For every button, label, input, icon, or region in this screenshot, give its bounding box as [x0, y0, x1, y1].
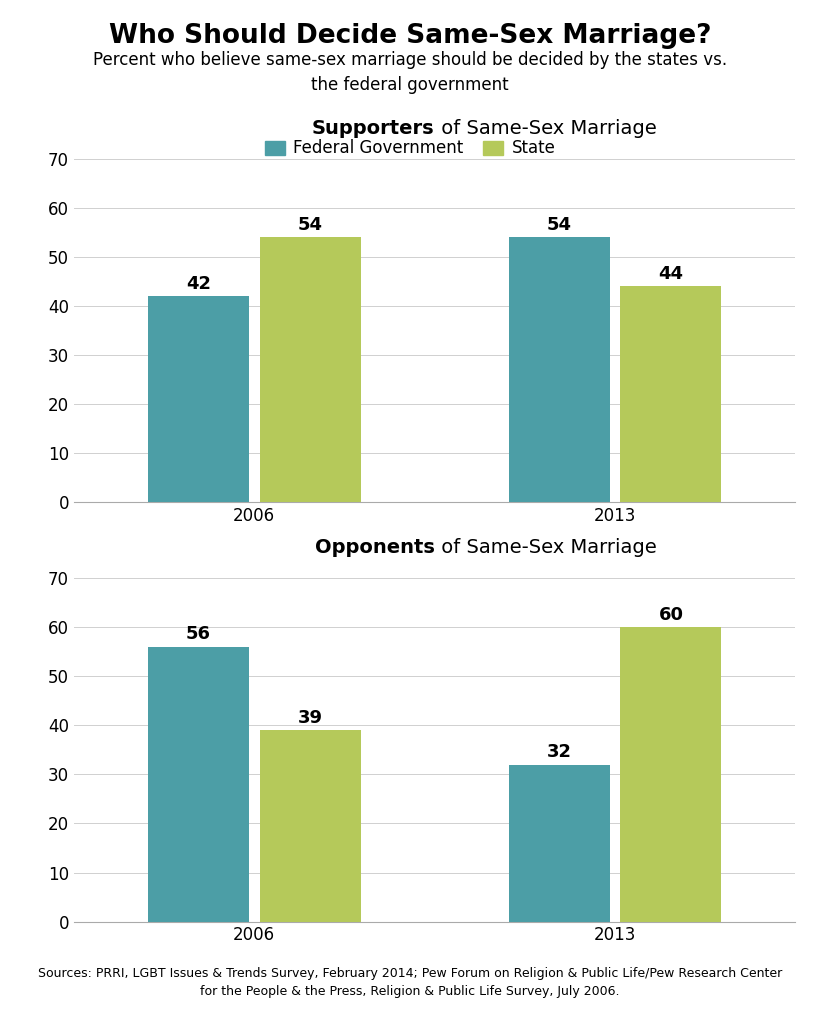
Bar: [508, 238, 609, 503]
Bar: [508, 765, 609, 922]
Text: 44: 44: [658, 265, 682, 283]
Text: 32: 32: [546, 743, 571, 761]
Text: 42: 42: [186, 274, 210, 293]
Text: 60: 60: [658, 605, 682, 624]
Text: Sources: PRRI, LGBT Issues & Trends Survey, February 2014; Pew Forum on Religion: Sources: PRRI, LGBT Issues & Trends Surv…: [38, 968, 781, 998]
Text: 54: 54: [546, 216, 571, 233]
Legend: Federal Government, State: Federal Government, State: [265, 139, 554, 158]
Text: Supporters: Supporters: [311, 119, 434, 138]
Text: Percent who believe same-sex marriage should be decided by the states vs.
the fe: Percent who believe same-sex marriage sh…: [93, 51, 726, 94]
Text: Who Should Decide Same-Sex Marriage?: Who Should Decide Same-Sex Marriage?: [109, 23, 710, 48]
Text: 39: 39: [297, 709, 322, 727]
Text: of Same-Sex Marriage: of Same-Sex Marriage: [434, 539, 655, 557]
Bar: [260, 238, 360, 503]
Bar: [620, 627, 721, 922]
Text: 54: 54: [297, 216, 322, 233]
Bar: [620, 287, 721, 503]
Bar: [147, 647, 248, 922]
Bar: [147, 296, 248, 503]
Text: of Same-Sex Marriage: of Same-Sex Marriage: [434, 119, 655, 138]
Text: 56: 56: [186, 626, 210, 643]
Text: Opponents: Opponents: [314, 539, 434, 557]
Bar: [260, 730, 360, 922]
